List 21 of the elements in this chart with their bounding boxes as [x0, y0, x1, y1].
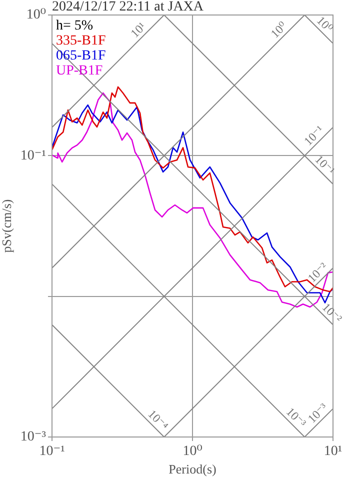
chart-title: 2024/12/17 22:11 at JAXA — [52, 0, 204, 15]
annotation: 10⁻¹ — [301, 122, 327, 148]
x-tick-label: 10⁰ — [182, 444, 203, 460]
x-axis-title: Period(s) — [168, 462, 216, 477]
annotation: 10⁻¹ — [312, 152, 338, 178]
annotation: 10¹ — [128, 19, 149, 40]
x-tick-label: 10¹ — [324, 444, 342, 460]
annotation: 10⁰ — [314, 13, 336, 36]
annotation: 10⁻² — [319, 300, 346, 326]
y-tick-label: 10⁻³ — [20, 430, 46, 445]
x-tick-label: 10⁻¹ — [39, 444, 65, 460]
y-axis-title: pSv(cm/s) — [0, 199, 14, 253]
annotation: 10⁰ — [268, 18, 290, 41]
y-tick-label: 10⁻¹ — [20, 148, 46, 164]
text: 335-B1F — [56, 34, 106, 49]
annotation: h= 5% — [56, 18, 94, 34]
annotation: 10⁻² — [304, 259, 331, 286]
text: 065-B1F — [56, 48, 106, 64]
annotation: 10⁻⁴ — [145, 406, 172, 433]
series-label: UP-B1F — [56, 64, 103, 79]
y-tick-label: 10⁰ — [26, 8, 46, 23]
